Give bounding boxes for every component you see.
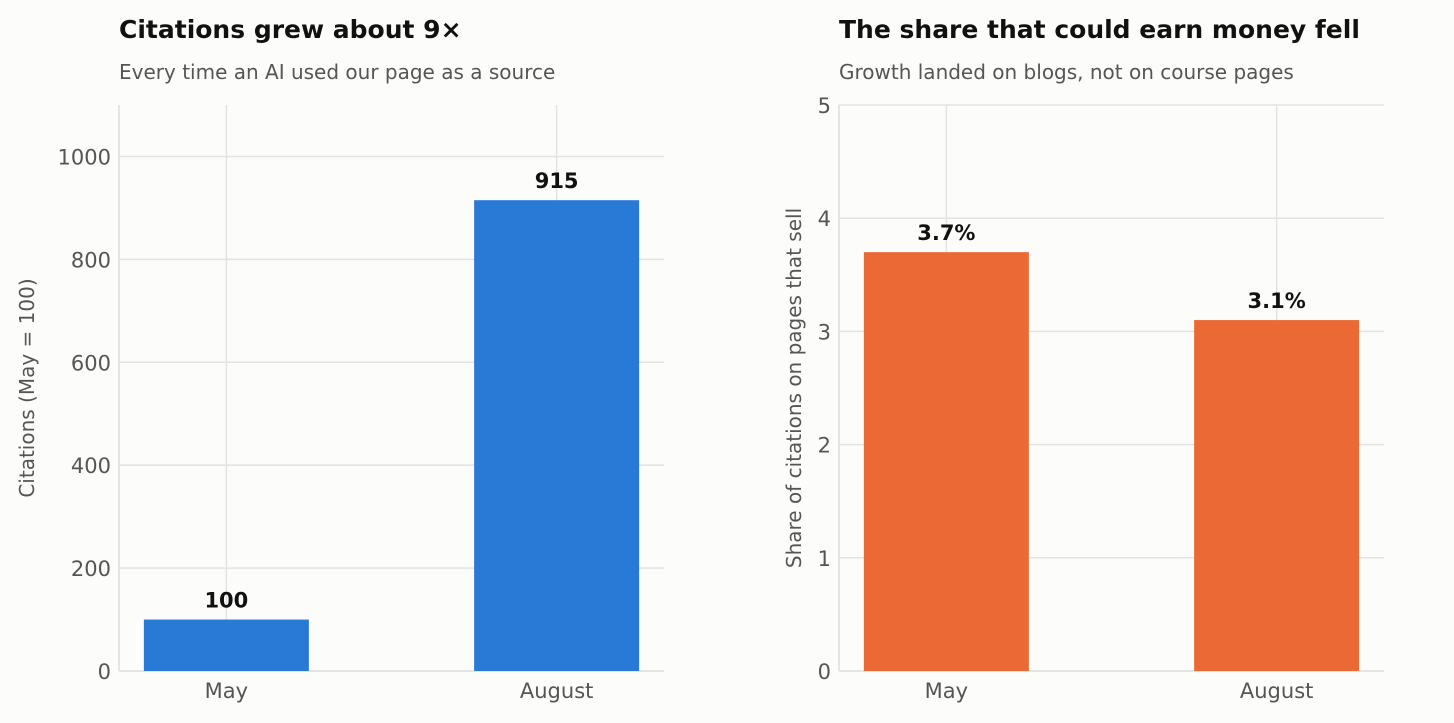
y-tick-label: 5	[818, 94, 831, 118]
y-tick-label: 800	[71, 248, 111, 272]
bar-august	[474, 200, 640, 671]
bar-may	[863, 252, 1029, 671]
bars	[863, 252, 1360, 671]
y-tick-label: 3	[818, 320, 831, 344]
y-tick-label: 1	[818, 547, 831, 571]
chart-subtitle: Every time an AI used our page as a sour…	[119, 60, 555, 84]
x-tick-label: May	[925, 679, 968, 703]
y-tick-label: 1000	[58, 145, 111, 169]
x-tick-labels: May August	[205, 679, 594, 703]
y-tick-label: 0	[98, 660, 111, 684]
y-tick-labels: 0 200 400 600 800 1000	[58, 145, 111, 684]
x-tick-label: August	[520, 679, 594, 703]
y-axis-label: Citations (May = 100)	[15, 278, 39, 497]
x-tick-label: August	[1240, 679, 1314, 703]
data-label: 3.7%	[917, 221, 975, 245]
y-tick-label: 2	[818, 434, 831, 458]
data-label: 3.1%	[1248, 289, 1306, 313]
y-tick-label: 400	[71, 454, 111, 478]
x-tick-label: May	[205, 679, 248, 703]
bars	[143, 200, 640, 671]
data-labels: 100 915	[204, 169, 578, 612]
y-tick-label: 200	[71, 557, 111, 581]
data-labels: 3.7% 3.1%	[917, 221, 1306, 313]
y-tick-label: 4	[818, 207, 831, 231]
y-tick-labels: 0 1 2 3 4 5	[818, 94, 831, 684]
bar-may	[143, 619, 309, 671]
share-panel: The share that could earn money fell Gro…	[782, 15, 1384, 703]
chart-title: The share that could earn money fell	[839, 15, 1360, 44]
chart-title: Citations grew about 9×	[119, 15, 462, 44]
data-label: 915	[535, 169, 579, 193]
y-tick-label: 0	[818, 660, 831, 684]
data-label: 100	[204, 589, 248, 613]
x-tick-labels: May August	[925, 679, 1314, 703]
citations-panel: Citations grew about 9× Every time an AI…	[15, 15, 664, 703]
bar-august	[1194, 320, 1360, 671]
y-tick-label: 600	[71, 351, 111, 375]
y-axis-label: Share of citations on pages that sell	[782, 208, 806, 568]
chart-subtitle: Growth landed on blogs, not on course pa…	[839, 60, 1294, 84]
